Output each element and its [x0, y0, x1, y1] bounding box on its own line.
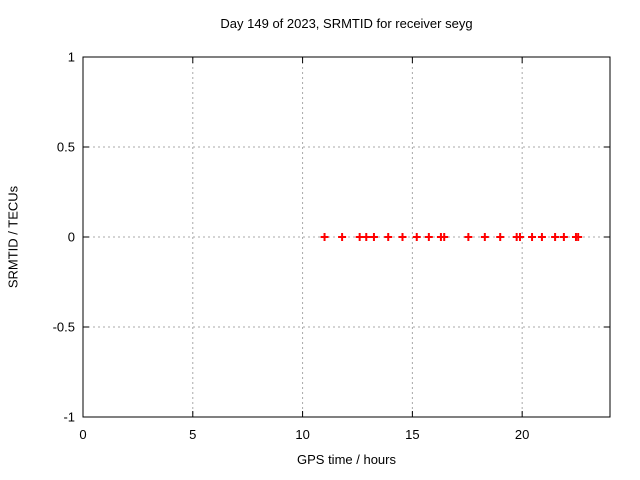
x-tick-label: 5 — [189, 427, 196, 442]
x-axis-label: GPS time / hours — [297, 452, 396, 467]
data-point-marker — [551, 233, 560, 241]
chart-title: Day 149 of 2023, SRMTID for receiver sey… — [220, 16, 473, 31]
data-point-marker — [398, 233, 407, 241]
data-point-marker — [440, 233, 449, 241]
y-tick-label: 0.5 — [57, 140, 75, 155]
y-tick-label: 0 — [68, 230, 75, 245]
plot-border — [82, 56, 611, 418]
data-point-marker — [464, 233, 473, 241]
data-point-marker — [537, 233, 546, 241]
data-point-marker — [528, 233, 537, 241]
data-point-marker — [559, 233, 568, 241]
data-point-marker — [320, 233, 329, 241]
data-point-marker — [480, 233, 489, 241]
y-tick-label: -0.5 — [53, 320, 75, 335]
data-point-marker — [362, 233, 371, 241]
data-point-marker — [515, 233, 524, 241]
data-point-marker — [424, 233, 433, 241]
data-point-marker — [574, 233, 583, 241]
data-point-marker — [496, 233, 505, 241]
x-tick-label: 20 — [515, 427, 529, 442]
y-tick-label: 1 — [68, 50, 75, 65]
data-point-marker — [384, 233, 393, 241]
y-tick-label: -1 — [63, 410, 75, 425]
data-point-marker — [412, 233, 421, 241]
x-tick-label: 0 — [79, 427, 86, 442]
data-point-marker — [338, 233, 347, 241]
x-tick-label: 15 — [405, 427, 419, 442]
x-tick-label: 10 — [295, 427, 309, 442]
data-point-marker — [369, 233, 378, 241]
y-axis-label: SRMTID / TECUs — [5, 185, 21, 289]
